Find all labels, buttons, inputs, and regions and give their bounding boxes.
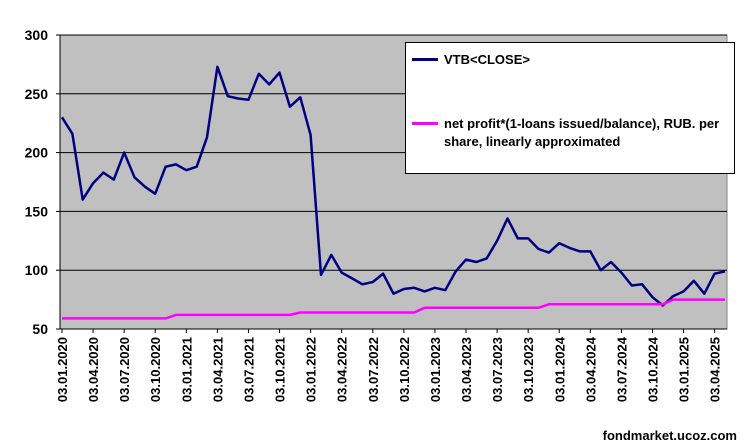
x-tick-label: 03.01.2023	[428, 337, 443, 402]
y-tick-label: 200	[25, 145, 49, 161]
x-tick-label: 03.04.2024	[583, 336, 598, 402]
legend-swatch	[412, 58, 438, 61]
series-line	[62, 298, 725, 320]
y-tick-label: 100	[25, 262, 49, 278]
x-tick-label: 03.01.2021	[179, 337, 194, 402]
x-tick-label: 03.10.2021	[273, 337, 288, 402]
legend-entry: VTB<CLOSE>	[412, 51, 530, 69]
x-tick-label: 03.01.2022	[304, 337, 319, 402]
legend-entry: net profit*(1-loans issued/balance), RUB…	[412, 115, 730, 151]
x-tick-label: 03.10.2024	[645, 336, 660, 402]
x-tick-label: 03.07.2023	[490, 337, 505, 402]
x-tick-label: 03.07.2020	[117, 337, 132, 402]
x-tick-label: 03.10.2023	[521, 337, 536, 402]
y-tick-label: 300	[25, 27, 49, 43]
legend: VTB<CLOSE> net profit*(1-loans issued/ba…	[405, 42, 735, 174]
x-tick-label: 03.01.2025	[677, 337, 692, 402]
x-tick-label: 03.04.2025	[708, 337, 723, 402]
legend-label: VTB<CLOSE>	[444, 52, 530, 67]
x-tick-label: 03.01.2024	[552, 336, 567, 402]
series-line	[60, 65, 726, 307]
legend-label: net profit*(1-loans issued/balance), RUB…	[444, 116, 720, 149]
watermark: fondmarket.ucoz.com	[602, 428, 737, 443]
x-tick-label: 03.04.2023	[459, 337, 474, 402]
x-tick-label: 03.07.2022	[366, 337, 381, 402]
x-tick-label: 03.04.2020	[86, 337, 101, 402]
x-tick-label: 03.01.2020	[55, 337, 70, 402]
x-tick-label: 03.07.2024	[614, 336, 629, 402]
x-tick-label: 03.04.2021	[210, 337, 225, 402]
x-tick-label: 03.10.2022	[397, 337, 412, 402]
x-tick-label: 03.10.2020	[148, 337, 163, 402]
x-tick-label: 03.04.2022	[335, 337, 350, 402]
y-tick-label: 250	[25, 86, 49, 102]
y-tick-label: 150	[25, 203, 49, 219]
legend-swatch	[412, 122, 438, 125]
y-tick-label: 50	[32, 321, 48, 337]
x-tick-label: 03.07.2021	[241, 337, 256, 402]
